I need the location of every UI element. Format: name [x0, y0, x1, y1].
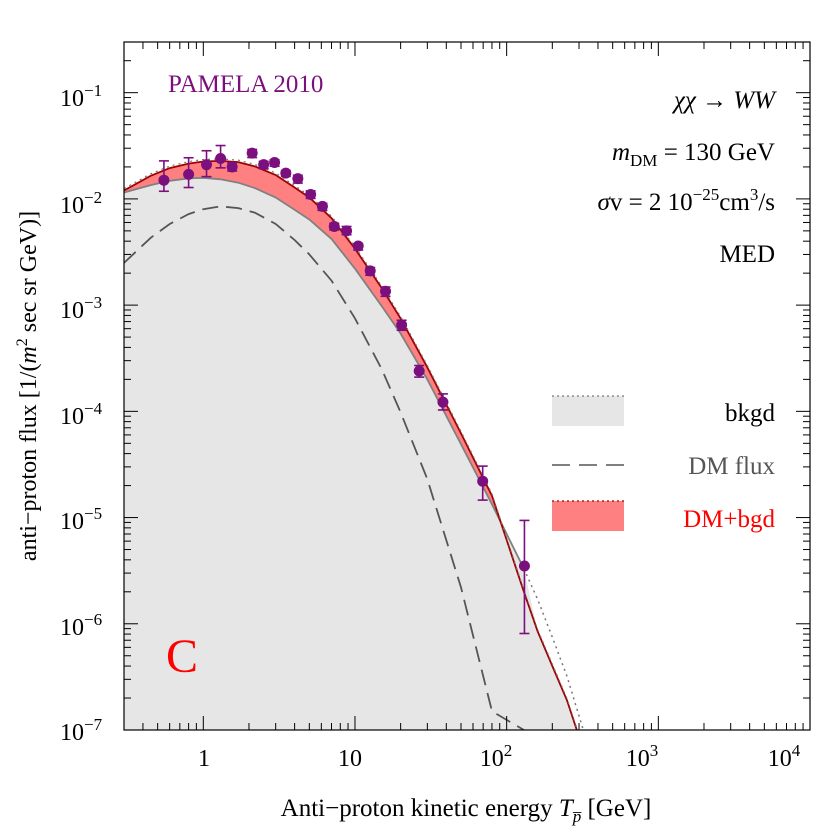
y-tick-label: 10−2 — [60, 188, 102, 219]
y-tick-labels: 10−1 10−2 10−3 10−4 10−5 10−6 10−7 — [60, 81, 103, 746]
data-marker — [477, 475, 489, 487]
data-point — [269, 157, 281, 169]
y-tick-label: 10−3 — [60, 293, 102, 324]
y-tick-label: 10−4 — [60, 399, 103, 430]
data-marker — [305, 189, 317, 201]
data-marker — [364, 265, 376, 277]
data-point — [215, 144, 227, 169]
dm-bgd-line — [124, 159, 578, 730]
annotation-cross-section: σv = 2 10−25cm3/s — [597, 185, 775, 216]
legend-entry-bkgd: bkgd — [552, 395, 776, 427]
data-point — [341, 225, 353, 237]
data-marker — [292, 173, 304, 185]
x-axis-label: Anti−proton kinetic energy Tp̅ [GeV] — [281, 795, 652, 826]
data-marker — [246, 147, 258, 159]
dm-flux-line — [124, 205, 525, 730]
data-marker — [437, 396, 449, 408]
x-tick-label: 1 — [198, 746, 210, 772]
data-point — [316, 200, 328, 212]
x-tick-label: 103 — [626, 741, 659, 772]
x-tick-label: 104 — [768, 741, 801, 772]
data-point — [280, 167, 292, 179]
data-marker — [215, 153, 227, 165]
legend: bkgd DM flux DM+bgd — [552, 395, 776, 533]
data-marker — [341, 225, 353, 237]
data-point — [352, 240, 364, 252]
data-point — [183, 156, 195, 189]
data-point — [380, 285, 392, 298]
chart-title: PAMELA 2010 — [168, 71, 323, 98]
legend-entry-dm-flux: DM flux — [552, 453, 775, 480]
annotations: χχ → WW mDM = 130 GeV σv = 2 10−25cm3/s … — [597, 87, 777, 268]
y-tick-label: 10−1 — [60, 81, 102, 112]
annotation-model: MED — [719, 241, 775, 268]
data-points — [158, 144, 530, 635]
legend-label-dm-flux: DM flux — [688, 453, 775, 480]
y-axis-label: anti−proton flux [1/(m2 sec sr GeV)] — [14, 211, 42, 561]
data-marker — [258, 159, 270, 171]
dm-bgd-dotted-edge — [124, 158, 578, 729]
y-tick-label: 10−5 — [60, 504, 102, 535]
data-point — [437, 393, 449, 411]
x-tick-label: 102 — [480, 741, 513, 772]
data-point — [364, 265, 376, 277]
legend-swatch-dm-bgd — [552, 501, 624, 531]
data-marker — [316, 200, 328, 212]
legend-swatch-bkgd — [552, 396, 624, 426]
data-point — [292, 173, 304, 185]
data-point — [226, 161, 238, 173]
data-point — [518, 519, 530, 635]
data-point — [413, 364, 425, 378]
data-marker — [352, 240, 364, 252]
data-marker — [380, 285, 392, 297]
data-point — [477, 465, 489, 501]
data-marker — [280, 167, 292, 179]
data-point — [158, 160, 170, 193]
axis-ticks — [123, 41, 811, 731]
x-tick-labels: 1 10 102 103 104 — [198, 741, 801, 772]
annotation-process: χχ → WW — [672, 87, 777, 114]
data-marker — [226, 161, 238, 173]
data-marker — [328, 220, 340, 232]
data-point — [246, 147, 258, 159]
data-point — [396, 319, 408, 332]
data-marker — [413, 365, 425, 377]
data-marker — [201, 159, 213, 171]
y-tick-label: 10−6 — [60, 610, 102, 641]
data-point — [305, 189, 317, 201]
data-point — [258, 159, 270, 171]
y-tick-label: 10−7 — [60, 715, 103, 746]
data-point — [201, 149, 213, 178]
annotation-mass: mDM = 130 GeV — [612, 139, 775, 170]
data-marker — [396, 319, 408, 331]
plot-areas — [124, 160, 577, 730]
data-marker — [269, 157, 281, 169]
x-tick-label: 10 — [338, 746, 362, 772]
legend-label-bkgd: bkgd — [725, 400, 776, 427]
data-marker — [183, 168, 195, 180]
legend-entry-dm-bgd: DM+bgd — [552, 500, 775, 533]
panel-label: C — [166, 630, 198, 683]
bkgd-fill — [124, 177, 577, 730]
data-marker — [158, 174, 170, 186]
data-marker — [518, 560, 530, 572]
data-point — [328, 220, 340, 232]
legend-label-dm-bgd: DM+bgd — [683, 506, 775, 533]
plot-frame — [123, 41, 811, 731]
